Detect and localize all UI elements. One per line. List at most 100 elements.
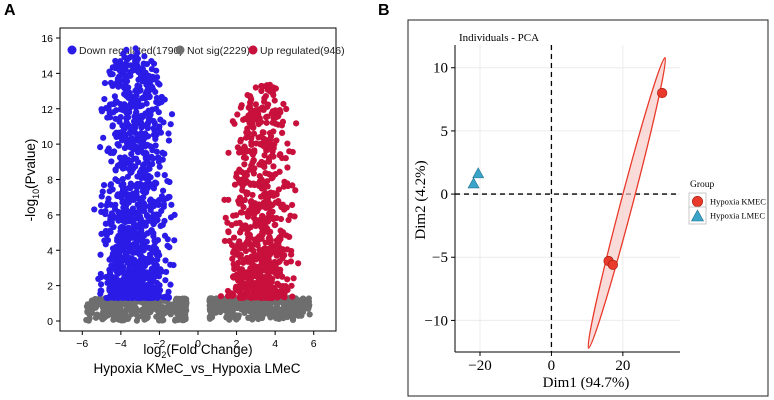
up-regulated-point [285, 216, 292, 224]
up-regulated-point [257, 216, 264, 223]
not-sig-point [256, 313, 264, 320]
down-regulated-point [112, 166, 119, 173]
up-regulated-point [258, 87, 265, 95]
down-regulated-point [112, 277, 119, 284]
down-regulated-point [127, 180, 134, 187]
up-regulated-point [248, 135, 255, 142]
kmec-point [657, 87, 668, 99]
up-regulated-point [280, 100, 287, 108]
down-regulated-point [144, 184, 152, 191]
up-regulated-point [277, 227, 284, 234]
up-regulated-point [234, 276, 241, 283]
x-tick-label: 6 [311, 338, 317, 350]
up-regulated-point [246, 102, 253, 110]
pca-points [467, 87, 668, 270]
down-regulated-point [133, 92, 140, 99]
down-regulated-point [127, 185, 134, 192]
down-regulated-point [109, 122, 116, 129]
pca-x-tick-label: 20 [615, 358, 630, 374]
x-tick-label: −4 [115, 338, 127, 350]
down-regulated-point [143, 238, 150, 245]
up-regulated-point [217, 293, 225, 300]
pca-x-tick-label: 0 [548, 358, 556, 374]
down-regulated-point [128, 137, 135, 144]
up-regulated-point [272, 221, 279, 228]
down-regulated-point [115, 255, 122, 262]
up-regulated-point [261, 152, 268, 159]
down-regulated-point [142, 151, 149, 158]
up-regulated-point [250, 130, 258, 137]
down-regulated-point [111, 131, 119, 138]
up-regulated-point [266, 129, 274, 137]
up-regulated-point [236, 179, 243, 186]
up-regulated-point [283, 204, 290, 211]
up-regulated-point [270, 163, 277, 170]
up-regulated-point [240, 154, 248, 161]
down-regulated-point [119, 199, 126, 206]
up-regulated-point [264, 86, 271, 93]
up-regulated-point [233, 263, 241, 271]
down-regulated-point [144, 120, 151, 127]
down-regulated-point [155, 289, 163, 296]
down-regulated-point [115, 269, 122, 277]
down-regulated-point [140, 194, 147, 201]
down-regulated-point [139, 132, 146, 139]
down-regulated-point [141, 232, 148, 239]
up-regulated-point [281, 178, 288, 185]
up-regulated-point [259, 179, 267, 186]
up-regulated-point [272, 170, 279, 178]
not-sig-point [156, 301, 163, 309]
up-regulated-point [262, 170, 269, 177]
not-sig-point [233, 316, 240, 323]
down-regulated-point [158, 268, 166, 275]
up-regulated-point [282, 283, 289, 290]
up-regulated-point [248, 141, 255, 148]
down-regulated-point [146, 215, 153, 222]
down-regulated-point [137, 87, 144, 94]
down-regulated-point [142, 170, 149, 177]
down-regulated-point [127, 157, 135, 164]
down-regulated-point [121, 164, 128, 171]
down-regulated-point [104, 114, 111, 121]
not-sig-point [224, 312, 231, 319]
pca-title: Individuals - PCA [459, 32, 539, 44]
not-sig-point [124, 315, 131, 323]
down-regulated-points [91, 45, 178, 302]
down-regulated-point [159, 187, 167, 194]
down-regulated-point [101, 79, 109, 87]
down-regulated-point [153, 67, 160, 74]
up-regulated-point [244, 237, 252, 244]
down-regulated-point [130, 259, 137, 266]
x-title-log: log [143, 342, 161, 357]
down-regulated-point [140, 284, 148, 291]
not-sig-point [224, 305, 231, 312]
not-sig-point [288, 310, 296, 318]
not-sig-point [232, 302, 239, 309]
up-regulated-point [229, 249, 237, 256]
up-regulated-point [293, 120, 300, 127]
up-regulated-point [269, 119, 276, 126]
down-regulated-point [125, 224, 132, 231]
down-regulated-point [114, 294, 122, 302]
down-regulated-point [127, 143, 134, 150]
pca-y-tick-label: 0 [441, 187, 449, 203]
up-regulated-point [230, 292, 237, 299]
not-sig-point [246, 306, 253, 313]
not-sig-point [261, 299, 268, 306]
not-sig-point [172, 317, 179, 324]
up-regulated-point [270, 189, 277, 197]
up-regulated-point [287, 258, 295, 265]
up-regulated-point [252, 221, 259, 228]
down-regulated-point [120, 50, 127, 57]
down-regulated-point [155, 126, 163, 133]
down-regulated-point [130, 66, 138, 74]
down-regulated-point [120, 281, 128, 288]
not-sig-point [142, 302, 149, 309]
y-tick-label: 12 [41, 104, 53, 116]
volcano-axes: −6 −4 −2 0 2 4 6 0 2 4 6 8 10 12 14 16 [41, 33, 316, 350]
down-regulated-point [132, 45, 139, 52]
up-regulated-point [268, 278, 275, 285]
up-regulated-point [275, 197, 282, 205]
down-regulated-point [116, 77, 123, 85]
up-regulated-point [252, 101, 259, 108]
